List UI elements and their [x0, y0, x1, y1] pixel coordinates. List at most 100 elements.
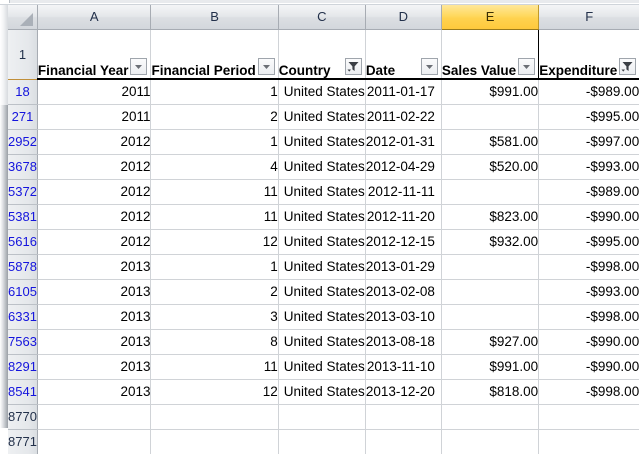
row-header-5616[interactable]: 5616: [8, 229, 38, 255]
table-row[interactable]: 8541 2013 12 United States 2013-12-20 $818.00…: [8, 379, 639, 405]
column-header-e[interactable]: E: [440, 5, 540, 30]
cell-c18[interactable]: United States: [278, 79, 366, 105]
cell-c8771[interactable]: [278, 429, 366, 454]
cell-b8541[interactable]: 12: [150, 379, 279, 405]
cell-f5616[interactable]: -$995.00: [538, 229, 639, 255]
filter-button-a[interactable]: [130, 58, 148, 75]
cell-b7563[interactable]: 8: [150, 329, 279, 355]
filter-button-b[interactable]: [257, 58, 275, 75]
row-header-5878[interactable]: 5878: [8, 254, 38, 280]
row-header-6331[interactable]: 6331: [8, 304, 38, 330]
cell-d8771[interactable]: [365, 429, 442, 454]
table-row[interactable]: 8771: [8, 429, 639, 454]
column-header-d[interactable]: D: [365, 5, 442, 30]
cell-f271[interactable]: -$995.00: [538, 104, 639, 130]
cell-d8291[interactable]: 2013-11-10: [365, 354, 442, 380]
cell-b5381[interactable]: 11: [150, 204, 279, 230]
cell-c7563[interactable]: United States: [278, 329, 366, 355]
table-row[interactable]: 8770: [8, 404, 639, 430]
cell-c8770[interactable]: [278, 404, 366, 430]
table-row[interactable]: 3678 2012 4 United States 2012-04-29 $520.00-…: [8, 154, 639, 180]
cell-b8770[interactable]: [150, 404, 279, 430]
cell-c8291[interactable]: United States: [278, 354, 366, 380]
row-header-6105[interactable]: 6105: [8, 279, 38, 305]
cell-d5616[interactable]: 2012-12-15: [365, 229, 442, 255]
header-cell-a[interactable]: Financial Year: [37, 29, 152, 80]
cell-a2952[interactable]: 2012: [37, 129, 152, 155]
table-row[interactable]: 271 2011 2 United States 2011-02-22 -$995.00: [8, 104, 639, 130]
row-header-18[interactable]: 18: [8, 79, 38, 105]
cell-c3678[interactable]: United States: [278, 154, 366, 180]
cell-a8771[interactable]: [37, 429, 152, 454]
row-header-8771[interactable]: 8771: [8, 429, 38, 454]
cell-f8291[interactable]: -$990.00: [538, 354, 639, 380]
cell-f5878[interactable]: -$998.00: [538, 254, 639, 280]
cell-a5372[interactable]: 2012: [37, 179, 152, 205]
cell-b5372[interactable]: 11: [150, 179, 279, 205]
row-header-7563[interactable]: 7563: [8, 329, 38, 355]
cell-c5381[interactable]: United States: [278, 204, 366, 230]
cell-e5381[interactable]: $823.00: [440, 204, 540, 230]
cell-a271[interactable]: 2011: [37, 104, 152, 130]
cell-c6331[interactable]: United States: [278, 304, 366, 330]
row-header-5372[interactable]: 5372: [8, 179, 38, 205]
table-row[interactable]: 5878 2013 1 United States 2013-01-29 -$998.00: [8, 254, 639, 280]
cell-a5616[interactable]: 2012: [37, 229, 152, 255]
cell-c5878[interactable]: United States: [278, 254, 366, 280]
cell-f6331[interactable]: -$998.00: [538, 304, 639, 330]
cell-f8770[interactable]: [538, 404, 639, 430]
cell-b6331[interactable]: 3: [150, 304, 279, 330]
cell-d3678[interactable]: 2012-04-29: [365, 154, 442, 180]
filter-button-e[interactable]: [518, 58, 536, 75]
cell-e6105[interactable]: [440, 279, 540, 305]
filter-button-f[interactable]: [619, 58, 637, 75]
table-row[interactable]: 7563 2013 8 United States 2013-08-18 $927.00-…: [8, 329, 639, 355]
cell-b5878[interactable]: 1: [150, 254, 279, 280]
cell-c5616[interactable]: United States: [278, 229, 366, 255]
cell-f5381[interactable]: -$990.00: [538, 204, 639, 230]
cell-a6105[interactable]: 2013: [37, 279, 152, 305]
cell-e5878[interactable]: [440, 254, 540, 280]
row-header-1[interactable]: 1: [8, 29, 38, 80]
cell-f7563[interactable]: -$990.00: [538, 329, 639, 355]
header-cell-d[interactable]: Date: [365, 29, 442, 80]
row-header-271[interactable]: 271: [8, 104, 38, 130]
header-cell-c[interactable]: Country: [278, 29, 366, 80]
cell-a5381[interactable]: 2012: [37, 204, 152, 230]
cell-c5372[interactable]: United States: [278, 179, 366, 205]
table-row[interactable]: 6105 2013 2 United States 2013-02-08 -$993.00: [8, 279, 639, 305]
cell-e18[interactable]: $991.00: [440, 79, 540, 105]
header-cell-b[interactable]: Financial Period: [150, 29, 279, 80]
row-header-8770[interactable]: 8770: [8, 404, 38, 430]
cell-f2952[interactable]: -$997.00: [538, 129, 639, 155]
table-row[interactable]: 5616 2012 12 United States 2012-12-15 $932.00…: [8, 229, 639, 255]
cell-c6105[interactable]: United States: [278, 279, 366, 305]
cell-f5372[interactable]: -$989.00: [538, 179, 639, 205]
cell-a7563[interactable]: 2013: [37, 329, 152, 355]
filter-button-d[interactable]: [420, 58, 438, 75]
cell-d18[interactable]: 2011-01-17: [365, 79, 442, 105]
cell-a18[interactable]: 2011: [37, 79, 152, 105]
column-header-f[interactable]: F: [538, 5, 639, 30]
cell-b18[interactable]: 1: [150, 79, 279, 105]
cell-b2952[interactable]: 1: [150, 129, 279, 155]
table-row[interactable]: 8291 2013 11 United States 2013-11-10 $991.00…: [8, 354, 639, 380]
cell-b6105[interactable]: 2: [150, 279, 279, 305]
cell-d6105[interactable]: 2013-02-08: [365, 279, 442, 305]
cell-d6331[interactable]: 2013-03-10: [365, 304, 442, 330]
cell-e8291[interactable]: $991.00: [440, 354, 540, 380]
cell-e8541[interactable]: $818.00: [440, 379, 540, 405]
cell-d7563[interactable]: 2013-08-18: [365, 329, 442, 355]
cell-c271[interactable]: United States: [278, 104, 366, 130]
cell-a8770[interactable]: [37, 404, 152, 430]
cell-c2952[interactable]: United States: [278, 129, 366, 155]
cell-b5616[interactable]: 12: [150, 229, 279, 255]
cell-a8291[interactable]: 2013: [37, 354, 152, 380]
cell-d8541[interactable]: 2013-12-20: [365, 379, 442, 405]
row-header-2952[interactable]: 2952: [8, 129, 38, 155]
table-row[interactable]: 18 2011 1 United States 2011-01-17 $991.00 -$9…: [8, 79, 639, 105]
cell-a3678[interactable]: 2012: [37, 154, 152, 180]
cell-f3678[interactable]: -$993.00: [538, 154, 639, 180]
cell-c8541[interactable]: United States: [278, 379, 366, 405]
cell-e271[interactable]: [440, 104, 540, 130]
